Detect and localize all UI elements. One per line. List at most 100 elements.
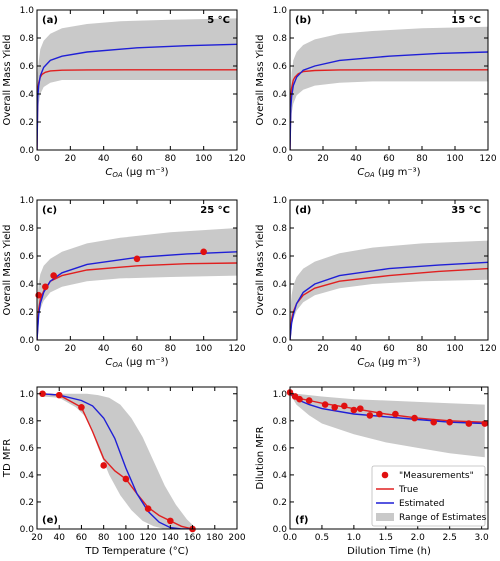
x-tick-label: 60 <box>131 154 143 164</box>
measurement-point <box>42 283 49 291</box>
y-tick-label: 0.8 <box>273 34 288 44</box>
x-tick-label: 60 <box>383 154 395 164</box>
y-tick-label: 0.8 <box>273 417 288 427</box>
x-tick-label: 20 <box>31 533 43 543</box>
y-tick-label: 0.2 <box>20 498 34 508</box>
legend: "Measurements" True Estimated Range of Esti… <box>371 465 487 527</box>
panel-c: 0 20 40 60 80 100 120 0.0 0.2 0.4 0.6 0.8 1.0 Overall… <box>2 196 246 369</box>
measurement-point <box>39 390 46 398</box>
y-axis-label: Overall Mass Yield <box>2 34 13 125</box>
x-tick-label: 120 <box>479 154 496 164</box>
x-tick-label: 60 <box>131 344 143 354</box>
y-tick-label: 0.6 <box>273 62 288 72</box>
y-tick-label: 0.2 <box>273 308 287 318</box>
y-tick-label: 0.8 <box>20 417 35 427</box>
x-tick-label: 80 <box>416 154 428 164</box>
temperature-label: 35 °C <box>451 205 481 216</box>
measurement-point <box>78 403 85 411</box>
legend-swatch-range <box>376 513 394 521</box>
panel-tag: (d) <box>295 205 311 216</box>
y-tick-label: 0.6 <box>20 252 35 262</box>
range-band <box>290 240 488 340</box>
x-tick-label: 80 <box>165 344 177 354</box>
y-tick-label: 0.8 <box>273 224 288 234</box>
x-tick-label: 100 <box>195 344 212 354</box>
y-tick-label: 0.6 <box>273 444 288 454</box>
estimated-line <box>37 43 237 150</box>
x-tick-label: 0.5 <box>315 533 329 543</box>
measurement-point <box>55 391 63 399</box>
x-axis-label: COA (μg m⁻³) <box>105 167 168 179</box>
panel-b: 0 20 40 60 80 100 120 0.0 0.2 0.4 0.6 0.8 1.0 Overall… <box>255 6 497 179</box>
y-tick-label: 0.6 <box>20 62 35 72</box>
range-band <box>42 393 193 529</box>
y-tick-label: 0.2 <box>20 308 34 318</box>
x-axis-label: COA (μg m⁻³) <box>357 167 420 179</box>
range-band <box>37 18 237 150</box>
legend-swatch-measurements <box>381 471 389 479</box>
measurement-point <box>50 272 57 279</box>
x-tick-label: 60 <box>76 533 88 543</box>
x-axis-label: TD Temperature (°C) <box>84 546 188 557</box>
temperature-label: 5 °C <box>207 15 230 26</box>
x-tick-label: 100 <box>117 533 134 543</box>
x-tick-label: 40 <box>350 344 362 354</box>
measurement-point <box>122 475 130 483</box>
legend-label-estimated: Estimated <box>399 499 444 509</box>
panel-tag: (e) <box>42 515 58 526</box>
measurement-point <box>350 406 358 414</box>
legend-label-measurements: "Measurements" <box>399 471 474 481</box>
y-tick-label: 1.0 <box>273 196 288 206</box>
y-axis-label: Overall Mass Yield <box>2 224 13 315</box>
measurement-point <box>321 401 329 408</box>
panel-f: 0.0 0.5 1.0 1.5 2.0 2.5 3.0 0.0 0.2 0.4 0.6 0.8 1.0 D… <box>255 386 489 557</box>
y-tick-label: 0.4 <box>20 90 35 100</box>
x-tick-label: 60 <box>383 344 395 354</box>
y-tick-label: 1.0 <box>20 196 35 206</box>
x-tick-label: 120 <box>228 154 245 164</box>
x-tick-label: 20 <box>317 344 329 354</box>
x-axis-label: Dilution Time (h) <box>347 546 431 557</box>
measurement-point <box>446 418 453 426</box>
y-tick-label: 0.4 <box>20 280 35 290</box>
x-tick-label: 40 <box>98 154 110 164</box>
x-tick-label: 160 <box>184 533 201 543</box>
y-tick-label: 0.0 <box>20 146 35 156</box>
y-axis-label: Dilution MFR <box>255 426 266 489</box>
y-tick-label: 0.8 <box>20 34 35 44</box>
temperature-label: 25 °C <box>200 205 230 216</box>
panel-e: 20 40 60 80 100 120 140 160 180 200 0.0 0.2 0.4 0.6 0.… <box>2 386 246 557</box>
x-tick-label: 100 <box>446 344 463 354</box>
measurement-point <box>366 412 374 419</box>
x-tick-label: 80 <box>165 154 177 164</box>
x-axis-label: COA (μg m⁻³) <box>105 357 168 369</box>
panel-tag: (f) <box>295 515 309 526</box>
y-tick-label: 0.0 <box>20 336 35 346</box>
y-tick-label: 0.0 <box>273 525 288 535</box>
range-band <box>290 393 485 458</box>
measurement-point <box>296 395 303 403</box>
measurement-point <box>465 420 473 427</box>
x-tick-label: 200 <box>228 533 245 543</box>
x-tick-label: 20 <box>65 344 77 354</box>
y-tick-label: 0.2 <box>273 118 287 128</box>
y-axis-label: Overall Mass Yield <box>255 224 266 315</box>
x-tick-label: 2.0 <box>411 533 426 543</box>
measurement-point <box>340 402 348 410</box>
panel-a: 0 20 40 60 80 100 120 0.0 0.2 0.4 0.6 0.8 1.0 Overall… <box>2 6 246 179</box>
x-tick-label: 0 <box>287 154 293 164</box>
y-tick-label: 0.4 <box>273 280 288 290</box>
measurement-point <box>144 505 152 513</box>
y-tick-label: 0.0 <box>273 146 288 156</box>
x-tick-label: 0 <box>34 154 40 164</box>
x-tick-label: 120 <box>228 344 245 354</box>
measurement-point <box>200 248 207 256</box>
y-tick-label: 1.0 <box>20 390 35 400</box>
true-line <box>290 69 488 150</box>
x-tick-label: 20 <box>317 154 329 164</box>
measurement-point <box>100 462 107 469</box>
y-tick-label: 0.6 <box>20 444 35 454</box>
legend-label-true: True <box>398 485 419 495</box>
legend-label-range: Range of Estimates <box>399 513 487 523</box>
